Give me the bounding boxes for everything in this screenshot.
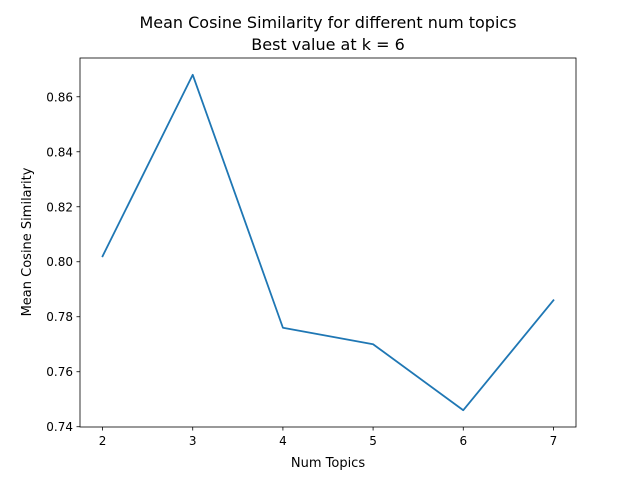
x-tick-label: 4 (279, 434, 287, 448)
x-tick-label: 7 (550, 434, 558, 448)
y-tick-label: 0.86 (46, 90, 73, 104)
x-axis-label: Num Topics (291, 456, 365, 471)
plot-area-frame (79, 57, 577, 428)
y-tick-label: 0.84 (46, 145, 73, 159)
y-tick-label: 0.74 (46, 420, 73, 434)
chart-subtitle: Best value at k = 6 (251, 35, 405, 54)
series-layer (101, 73, 555, 412)
x-tick-label: 5 (369, 434, 377, 448)
y-tick-label: 0.78 (46, 310, 73, 324)
series-line (101, 73, 555, 412)
x-tick-label: 2 (99, 434, 107, 448)
x-tick-label: 3 (189, 434, 197, 448)
chart-title: Mean Cosine Similarity for different num… (139, 13, 516, 32)
y-tick-label: 0.76 (46, 365, 73, 379)
y-tick-label: 0.82 (46, 200, 73, 214)
axis-ticks: 2 3 4 5 6 7 0.74 0.76 0.78 0.80 0.82 0.84 0.86 (46, 90, 557, 448)
x-tick-label: 6 (459, 434, 467, 448)
y-tick-label: 0.80 (46, 255, 73, 269)
y-axis-label: Mean Cosine Similarity (20, 167, 35, 316)
